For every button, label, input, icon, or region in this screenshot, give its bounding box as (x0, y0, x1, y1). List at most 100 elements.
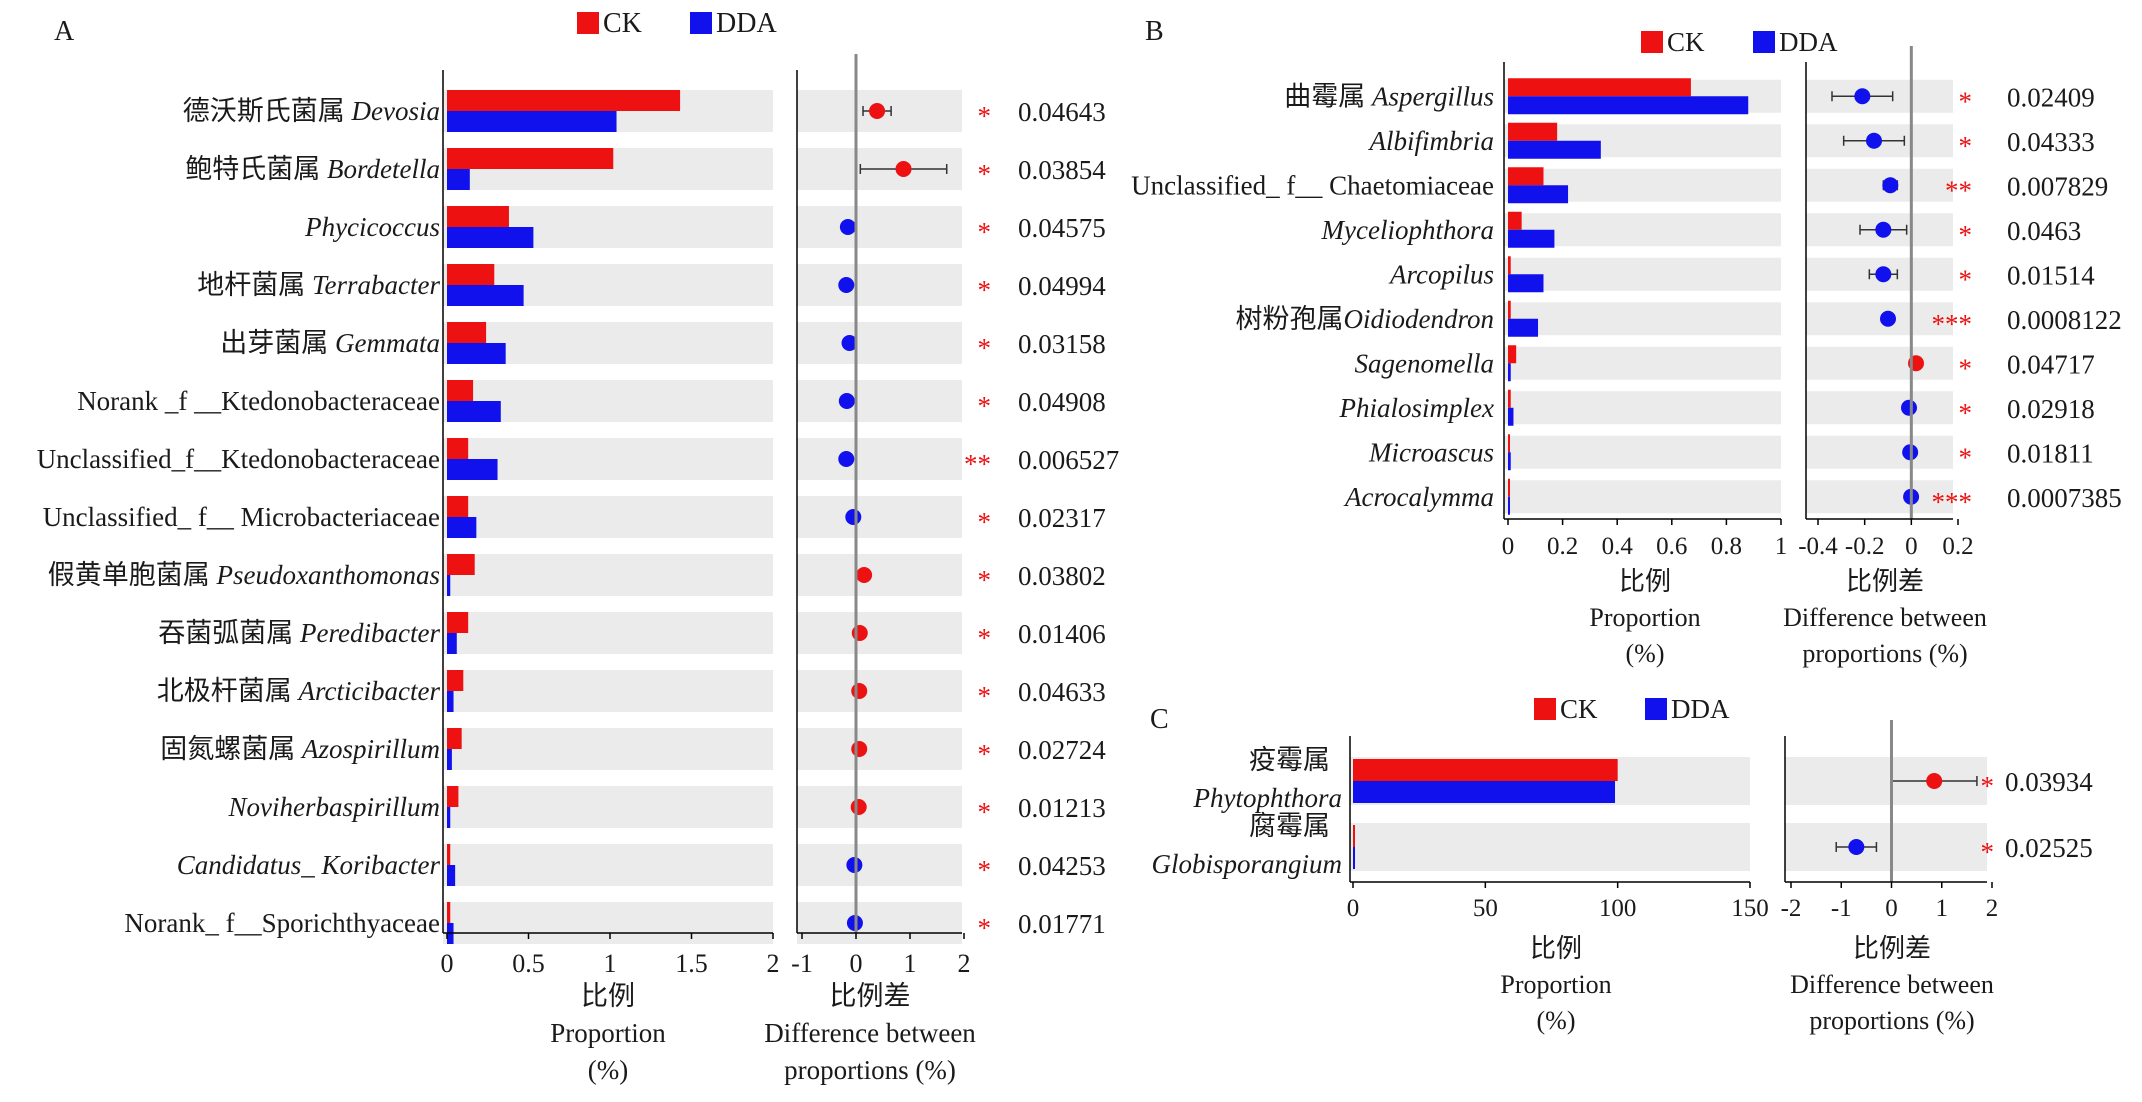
significance-stars: * (1981, 837, 1995, 867)
legend-label-ck: CK (1667, 27, 1705, 57)
row-label: Albifimbria (1367, 126, 1494, 156)
bar-dda (447, 633, 457, 654)
diff-track (1806, 391, 1953, 425)
diff-point (845, 509, 862, 525)
bar-track (1504, 435, 1781, 469)
row-label-cn: 出芽菌属 (220, 328, 335, 358)
bar-ck (1508, 434, 1510, 453)
table-row: Noviherbaspirillum * 0.01213 (227, 786, 1106, 828)
row-label: 出芽菌属 Gemmata (220, 328, 440, 358)
diff-track (797, 728, 962, 770)
significance-stars: * (978, 565, 992, 595)
bar-track (1504, 346, 1781, 380)
diff-x-tick-label: 0 (1905, 533, 1918, 560)
bar-ck (1353, 825, 1355, 847)
x-tick-label: 0.6 (1656, 533, 1687, 560)
p-value: 0.02409 (2007, 82, 2095, 112)
diff-point (1866, 132, 1882, 149)
row-label-latin: Phialosimplex (1339, 393, 1494, 423)
bar-track (1504, 257, 1781, 291)
row-label: Arcopilus (1388, 259, 1494, 289)
table-row: Myceliophthora * 0.0463 (1321, 211, 2081, 250)
bar-dda (1508, 496, 1510, 515)
diff-track (797, 380, 962, 422)
bar-dda (447, 807, 451, 828)
diff-point (851, 683, 868, 699)
legend-swatch-dda (690, 12, 712, 34)
diff-track (797, 438, 962, 480)
diff-point (1854, 88, 1871, 105)
p-value: 0.01213 (1018, 793, 1106, 823)
diff-axis-title: 比例差 (1846, 567, 1924, 596)
row-label: Norank _f __Ktedonobacteraceae (77, 386, 440, 416)
significance-stars: * (978, 623, 992, 653)
table-row: Albifimbria * 0.04333 (1367, 122, 2095, 161)
row-label-latin: Pseudoxanthomonas (216, 560, 440, 590)
diff-track (1806, 346, 1953, 380)
row-label-latin: Acrocalymma (1343, 482, 1494, 512)
diff-point (869, 103, 886, 119)
bar-dda (447, 865, 456, 886)
x-tick-label: 0.8 (1711, 533, 1742, 560)
bar-track (1350, 823, 1750, 871)
significance-stars: * (978, 217, 992, 247)
bar-ck (1508, 122, 1558, 141)
diff-axis-title: proportions (%) (1809, 1006, 1974, 1035)
significance-stars: * (1959, 131, 1973, 161)
row-label: Myceliophthora (1321, 215, 1494, 245)
diff-point (839, 219, 856, 235)
row-label: Unclassified_ f__ Chaetomiaceae (1131, 170, 1494, 200)
bar-ck (1508, 300, 1511, 319)
diff-point (1901, 399, 1917, 416)
diff-point (838, 393, 855, 409)
significance-stars: * (1981, 771, 1995, 801)
table-row: Unclassified_ f__ Chaetomiaceae ** 0.00782… (1131, 167, 2108, 205)
row-label-latin: Azospirillum (300, 734, 440, 764)
table-row: 假黄单胞菌属 Pseudoxanthomonas * 0.03802 (48, 554, 1106, 596)
diff-x-tick-label: 0.2 (1942, 533, 1973, 560)
bar-dda (447, 401, 501, 422)
bar-ck (1508, 256, 1511, 275)
row-label: 北极杆菌属 Arcticibacter (157, 676, 441, 706)
diff-track (797, 844, 962, 886)
significance-stars: * (1959, 442, 1973, 472)
bar-track (443, 612, 773, 654)
bar-dda (447, 517, 477, 538)
diff-track (1806, 302, 1953, 336)
bar-ck (447, 496, 469, 517)
diff-track (1806, 168, 1953, 202)
bar-dda (1508, 140, 1601, 159)
diff-track (797, 902, 962, 944)
table-row: 曲霉属 Aspergillus * 0.02409 (1284, 78, 2095, 116)
bar-dda (1508, 407, 1514, 426)
bar-dda (447, 691, 454, 712)
p-value: 0.0463 (2007, 216, 2081, 246)
diff-x-tick-label: -0.2 (1845, 533, 1885, 560)
row-label: 固氮螺菌属 Azospirillum (160, 734, 440, 764)
significance-stars: * (978, 855, 992, 885)
diff-track (797, 786, 962, 828)
bar-track (1504, 480, 1781, 514)
row-label-cn: 腐霉属 (1249, 811, 1330, 841)
diff-track (797, 496, 962, 538)
diff-track (797, 554, 962, 596)
bar-ck (447, 438, 469, 459)
bar-ck (447, 554, 475, 575)
table-row: Arcopilus * 0.01514 (1388, 256, 2095, 294)
diff-point (1875, 266, 1892, 283)
row-label-cn: 固氮螺菌属 (160, 734, 302, 764)
row-label-latin: Bordetella (327, 154, 440, 184)
significance-stars: ** (964, 449, 991, 479)
table-row: 吞菌弧菌属 Peredibacter * 0.01406 (158, 612, 1106, 654)
x-axis-title: Proportion (1589, 603, 1700, 632)
table-row: Norank_ f__Sporichthyaceae * 0.01771 (124, 902, 1106, 944)
bar-ck (447, 728, 462, 749)
table-row: 出芽菌属 Gemmata * 0.03158 (220, 322, 1106, 364)
diff-track (797, 264, 962, 306)
x-axis-title: (%) (1537, 1006, 1576, 1035)
x-tick-label: 1.5 (675, 949, 708, 978)
table-row: Sagenomella * 0.04717 (1355, 345, 2095, 383)
legend: CK DDA (1534, 694, 1730, 724)
row-label-latin: Noviherbaspirillum (227, 792, 440, 822)
